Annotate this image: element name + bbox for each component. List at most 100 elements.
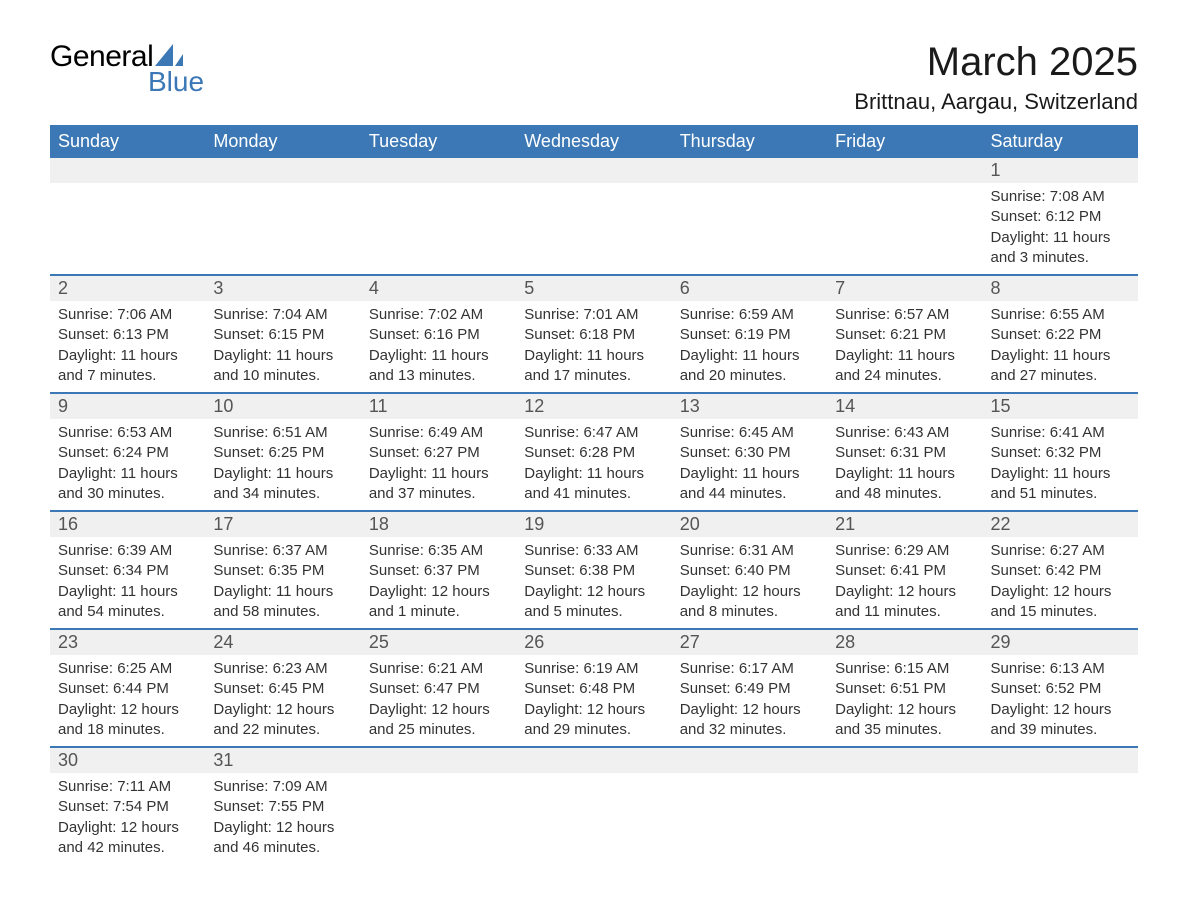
daylight-line-1: Daylight: 12 hours xyxy=(213,818,352,838)
daylight-line-1: Daylight: 11 hours xyxy=(213,346,352,366)
sunrise-line: Sunrise: 6:59 AM xyxy=(680,305,819,325)
day-content-cell: Sunrise: 6:31 AMSunset: 6:40 PMDaylight:… xyxy=(672,537,827,629)
day-number-cell: 19 xyxy=(516,511,671,537)
day-content-cell: Sunrise: 6:29 AMSunset: 6:41 PMDaylight:… xyxy=(827,537,982,629)
day-number-row: 1 xyxy=(50,158,1138,183)
daylight-line-2: and 34 minutes. xyxy=(213,484,352,504)
day-content-cell: Sunrise: 6:27 AMSunset: 6:42 PMDaylight:… xyxy=(983,537,1138,629)
sunset-line: Sunset: 6:32 PM xyxy=(991,443,1130,463)
daylight-line-1: Daylight: 12 hours xyxy=(835,582,974,602)
daylight-line-2: and 48 minutes. xyxy=(835,484,974,504)
daylight-line-1: Daylight: 12 hours xyxy=(680,582,819,602)
day-content-cell: Sunrise: 7:06 AMSunset: 6:13 PMDaylight:… xyxy=(50,301,205,393)
sunrise-line: Sunrise: 6:23 AM xyxy=(213,659,352,679)
sunrise-line: Sunrise: 7:11 AM xyxy=(58,777,197,797)
day-content-row: Sunrise: 7:08 AMSunset: 6:12 PMDaylight:… xyxy=(50,183,1138,275)
sunset-line: Sunset: 6:44 PM xyxy=(58,679,197,699)
sunset-line: Sunset: 6:31 PM xyxy=(835,443,974,463)
daylight-line-1: Daylight: 11 hours xyxy=(680,464,819,484)
day-number-cell xyxy=(205,158,360,183)
day-number-row: 9101112131415 xyxy=(50,393,1138,419)
day-content-cell: Sunrise: 6:39 AMSunset: 6:34 PMDaylight:… xyxy=(50,537,205,629)
sunrise-line: Sunrise: 6:47 AM xyxy=(524,423,663,443)
daylight-line-2: and 39 minutes. xyxy=(991,720,1130,740)
day-content-cell: Sunrise: 6:49 AMSunset: 6:27 PMDaylight:… xyxy=(361,419,516,511)
sunrise-line: Sunrise: 6:37 AM xyxy=(213,541,352,561)
daylight-line-1: Daylight: 12 hours xyxy=(58,818,197,838)
daylight-line-1: Daylight: 11 hours xyxy=(58,346,197,366)
day-content-cell xyxy=(983,773,1138,864)
day-number-cell xyxy=(672,158,827,183)
sunset-line: Sunset: 6:25 PM xyxy=(213,443,352,463)
day-number-cell: 29 xyxy=(983,629,1138,655)
day-content-cell: Sunrise: 6:45 AMSunset: 6:30 PMDaylight:… xyxy=(672,419,827,511)
day-number-cell: 20 xyxy=(672,511,827,537)
daylight-line-1: Daylight: 11 hours xyxy=(524,464,663,484)
day-content-cell: Sunrise: 6:33 AMSunset: 6:38 PMDaylight:… xyxy=(516,537,671,629)
daylight-line-1: Daylight: 12 hours xyxy=(369,700,508,720)
daylight-line-1: Daylight: 12 hours xyxy=(991,700,1130,720)
day-number-cell: 4 xyxy=(361,275,516,301)
day-number-cell: 31 xyxy=(205,747,360,773)
sunset-line: Sunset: 6:15 PM xyxy=(213,325,352,345)
sunset-line: Sunset: 6:12 PM xyxy=(991,207,1130,227)
sunset-line: Sunset: 6:35 PM xyxy=(213,561,352,581)
sunset-line: Sunset: 6:47 PM xyxy=(369,679,508,699)
sunset-line: Sunset: 6:30 PM xyxy=(680,443,819,463)
sunset-line: Sunset: 6:22 PM xyxy=(991,325,1130,345)
day-content-cell: Sunrise: 6:41 AMSunset: 6:32 PMDaylight:… xyxy=(983,419,1138,511)
day-number-cell xyxy=(361,747,516,773)
sunset-line: Sunset: 6:34 PM xyxy=(58,561,197,581)
sunrise-line: Sunrise: 7:06 AM xyxy=(58,305,197,325)
day-number-cell: 1 xyxy=(983,158,1138,183)
day-number-cell: 18 xyxy=(361,511,516,537)
daylight-line-1: Daylight: 11 hours xyxy=(58,464,197,484)
sunrise-line: Sunrise: 7:08 AM xyxy=(991,187,1130,207)
weekday-header: Wednesday xyxy=(516,125,671,158)
sunrise-line: Sunrise: 6:19 AM xyxy=(524,659,663,679)
sunrise-line: Sunrise: 6:51 AM xyxy=(213,423,352,443)
sunrise-line: Sunrise: 7:09 AM xyxy=(213,777,352,797)
day-content-cell: Sunrise: 6:57 AMSunset: 6:21 PMDaylight:… xyxy=(827,301,982,393)
daylight-line-2: and 58 minutes. xyxy=(213,602,352,622)
daylight-line-2: and 35 minutes. xyxy=(835,720,974,740)
daylight-line-2: and 29 minutes. xyxy=(524,720,663,740)
sunset-line: Sunset: 6:40 PM xyxy=(680,561,819,581)
day-content-row: Sunrise: 6:25 AMSunset: 6:44 PMDaylight:… xyxy=(50,655,1138,747)
daylight-line-2: and 17 minutes. xyxy=(524,366,663,386)
day-number-cell xyxy=(827,747,982,773)
sunrise-line: Sunrise: 6:49 AM xyxy=(369,423,508,443)
day-content-cell xyxy=(50,183,205,275)
day-number-cell: 2 xyxy=(50,275,205,301)
daylight-line-1: Daylight: 11 hours xyxy=(991,464,1130,484)
sunset-line: Sunset: 6:28 PM xyxy=(524,443,663,463)
daylight-line-1: Daylight: 12 hours xyxy=(680,700,819,720)
daylight-line-1: Daylight: 11 hours xyxy=(835,346,974,366)
daylight-line-2: and 11 minutes. xyxy=(835,602,974,622)
day-content-cell xyxy=(827,773,982,864)
sunrise-line: Sunrise: 6:29 AM xyxy=(835,541,974,561)
day-content-cell: Sunrise: 7:09 AMSunset: 7:55 PMDaylight:… xyxy=(205,773,360,864)
sunrise-line: Sunrise: 6:35 AM xyxy=(369,541,508,561)
day-content-cell: Sunrise: 6:19 AMSunset: 6:48 PMDaylight:… xyxy=(516,655,671,747)
day-number-cell: 27 xyxy=(672,629,827,655)
day-content-cell xyxy=(516,773,671,864)
day-content-cell: Sunrise: 6:35 AMSunset: 6:37 PMDaylight:… xyxy=(361,537,516,629)
day-number-cell: 30 xyxy=(50,747,205,773)
header: General Blue March 2025 Brittnau, Aargau… xyxy=(50,40,1138,115)
day-content-cell: Sunrise: 6:59 AMSunset: 6:19 PMDaylight:… xyxy=(672,301,827,393)
daylight-line-2: and 22 minutes. xyxy=(213,720,352,740)
sunset-line: Sunset: 6:19 PM xyxy=(680,325,819,345)
weekday-header: Tuesday xyxy=(361,125,516,158)
day-content-cell xyxy=(672,773,827,864)
day-content-cell: Sunrise: 6:13 AMSunset: 6:52 PMDaylight:… xyxy=(983,655,1138,747)
daylight-line-1: Daylight: 11 hours xyxy=(680,346,819,366)
sunrise-line: Sunrise: 6:55 AM xyxy=(991,305,1130,325)
sunset-line: Sunset: 6:42 PM xyxy=(991,561,1130,581)
daylight-line-2: and 27 minutes. xyxy=(991,366,1130,386)
day-content-cell xyxy=(516,183,671,275)
day-number-cell xyxy=(672,747,827,773)
day-number-cell xyxy=(827,158,982,183)
sunset-line: Sunset: 6:51 PM xyxy=(835,679,974,699)
sunset-line: Sunset: 7:54 PM xyxy=(58,797,197,817)
